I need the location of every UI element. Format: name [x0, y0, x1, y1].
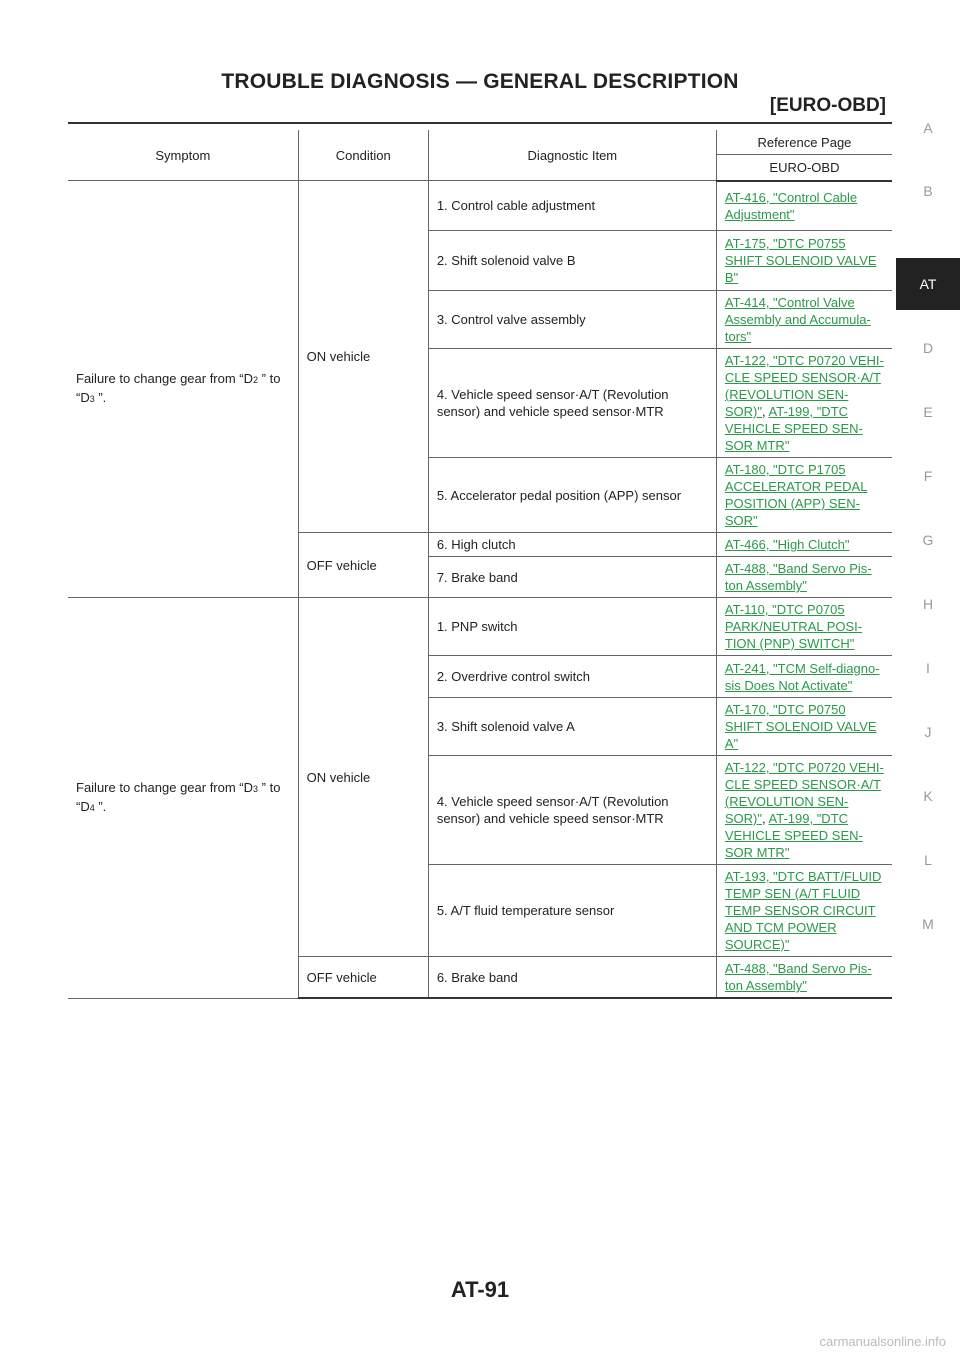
reference-link[interactable]: AT-170, "DTC P0750 SHIFT SOLENOID VALVE … [715, 697, 892, 756]
header-reference-sub: EURO-OBD [716, 154, 892, 182]
watermark: carmanualsonline.info [819, 1334, 946, 1349]
side-index: A B AT D E F G H I J K L M [896, 0, 960, 1000]
diagnostic-item: 6. Brake band [427, 956, 717, 999]
header-symptom: Symptom [68, 130, 299, 181]
side-index-at[interactable]: AT [896, 258, 960, 310]
side-index-m[interactable]: M [922, 916, 934, 932]
condition-cell: OFF vehicle [297, 956, 429, 999]
reference-link[interactable]: AT-180, "DTC P1705 ACCELERATOR PEDAL POS… [715, 457, 892, 533]
reference-link[interactable]: AT-488, "Band Servo Pis-ton Assembly" [715, 556, 892, 598]
side-index-h[interactable]: H [922, 596, 934, 612]
reference-link[interactable]: AT-193, "DTC BATT/FLUID TEMP SEN (A/T FL… [715, 864, 892, 957]
side-index-e[interactable]: E [923, 404, 933, 420]
side-index-k[interactable]: K [923, 788, 933, 804]
header-reference-page: Reference Page [715, 130, 892, 156]
diagnostic-item: 3. Shift solenoid valve A [427, 697, 717, 756]
condition-cell: ON vehicle [297, 597, 429, 957]
diagnostic-item: 4. Vehicle speed sensor·A/T (Revolution … [427, 348, 717, 458]
diagnostic-item: 1. Control cable adjustment [427, 180, 717, 231]
condition-cell: ON vehicle [297, 180, 429, 533]
diagnostic-item: 2. Shift solenoid valve B [427, 230, 717, 291]
diagnostic-item: 6. High clutch [427, 532, 717, 557]
reference-link[interactable]: AT-416, "Control Cable Adjustment" [715, 180, 892, 231]
diagnostic-item: 7. Brake band [427, 556, 717, 598]
side-index-l[interactable]: L [924, 852, 932, 868]
reference-link[interactable]: AT-122, "DTC P0720 VEHI-CLE SPEED SENSOR… [715, 755, 892, 865]
diagnostic-item: 3. Control valve assembly [427, 290, 717, 349]
page-title: TROUBLE DIAGNOSIS — GENERAL DESCRIPTION [221, 70, 739, 93]
reference-link[interactable]: AT-175, "DTC P0755 SHIFT SOLENOID VALVE … [715, 230, 892, 291]
side-index-b[interactable]: B [923, 183, 933, 199]
side-index-g[interactable]: G [922, 532, 934, 548]
symptom-cell: Failure to change gear from “D3 ” to “D4… [68, 597, 299, 999]
reference-link[interactable]: AT-488, "Band Servo Pis-ton Assembly" [715, 956, 892, 999]
page-number: AT-91 [450, 1277, 510, 1302]
diagnostic-item: 5. Accelerator pedal position (APP) sens… [427, 457, 717, 533]
side-index-f[interactable]: F [923, 468, 933, 484]
side-index-j[interactable]: J [924, 724, 932, 740]
reference-link[interactable]: AT-414, "Control Valve Assembly and Accu… [715, 290, 892, 349]
side-index-a[interactable]: A [923, 120, 933, 136]
header-diagnostic-item: Diagnostic Item [427, 130, 717, 181]
section-tag: [EURO-OBD] [769, 95, 886, 116]
diagnostic-item: 5. A/T fluid temperature sensor [427, 864, 717, 957]
reference-link[interactable]: AT-466, "High Clutch" [715, 532, 892, 557]
side-index-d[interactable]: D [922, 340, 934, 356]
diagnostic-item: 4. Vehicle speed sensor·A/T (Revolution … [427, 755, 717, 865]
header-rule [68, 122, 892, 124]
condition-cell: OFF vehicle [297, 532, 429, 598]
reference-link[interactable]: AT-110, "DTC P0705 PARK/NEUTRAL POSI-TIO… [715, 597, 892, 656]
reference-link[interactable]: AT-122, "DTC P0720 VEHI-CLE SPEED SENSOR… [715, 348, 892, 458]
diagnostic-item: 2. Overdrive control switch [427, 655, 717, 698]
diagnostic-item: 1. PNP switch [427, 597, 717, 656]
side-index-i[interactable]: I [926, 660, 930, 676]
reference-link[interactable]: AT-241, "TCM Self-diagno-sis Does Not Ac… [715, 655, 892, 698]
diagnosis-table: Symptom Condition Diagnostic Item Refere… [68, 130, 892, 999]
header-condition: Condition [297, 130, 429, 181]
symptom-cell: Failure to change gear from “D2 ” to “D3… [68, 180, 299, 598]
